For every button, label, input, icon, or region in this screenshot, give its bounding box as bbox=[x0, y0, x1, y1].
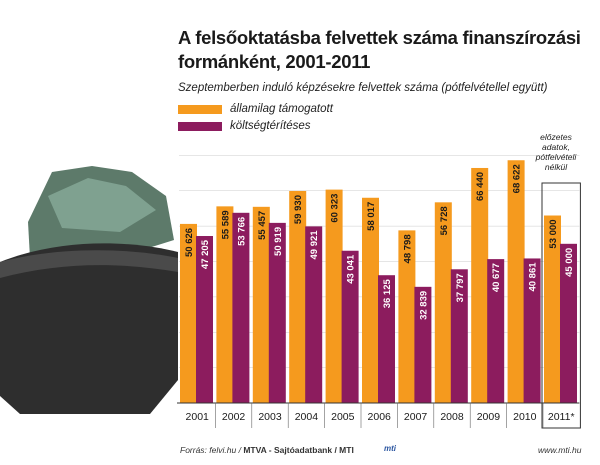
bar-state-funded bbox=[180, 223, 197, 403]
value-label: 40 861 bbox=[528, 262, 539, 292]
source-bold: MTVA - Sajtóadatbank / MTI bbox=[243, 445, 354, 455]
x-tick-label: 2008 bbox=[440, 411, 464, 423]
bar-state-funded bbox=[507, 160, 525, 403]
bar-state-funded bbox=[471, 167, 489, 403]
value-label: 48 798 bbox=[402, 234, 413, 263]
bar-state-funded bbox=[362, 197, 379, 403]
value-label: 50 626 bbox=[184, 228, 195, 257]
bar-self-funded bbox=[523, 258, 541, 403]
x-axis: 2001 2002 2003 2004 2005 2006 2007 2008 2009 2010… bbox=[177, 402, 580, 428]
value-label: 45 000 bbox=[564, 248, 575, 277]
value-label: 55 457 bbox=[257, 211, 268, 240]
bar-self-funded bbox=[341, 250, 359, 403]
x-tick-label: 2001 bbox=[186, 411, 210, 423]
x-tick-label: 2004 bbox=[295, 411, 319, 423]
mti-logo: mti bbox=[384, 444, 396, 453]
value-label: 37 797 bbox=[455, 273, 466, 302]
bar-self-funded bbox=[450, 269, 468, 403]
chart-subtitle: Szeptemberben induló képzésekre felvette… bbox=[178, 82, 548, 94]
value-label: 66 440 bbox=[475, 172, 486, 201]
bars bbox=[180, 160, 581, 429]
bar-state-funded bbox=[216, 206, 234, 403]
value-label: 60 323 bbox=[330, 194, 341, 223]
legend-label-self-funded: költségtérítéses bbox=[230, 120, 311, 132]
value-label: 50 919 bbox=[273, 227, 284, 256]
value-label: 49 921 bbox=[309, 230, 320, 260]
bar-state-funded bbox=[289, 190, 307, 403]
footer-url: www.mti.hu bbox=[538, 445, 582, 455]
bar-state-funded bbox=[325, 189, 343, 403]
bar-state-funded bbox=[398, 230, 416, 403]
x-tick-label: 2011* bbox=[548, 411, 575, 423]
value-label: 55 589 bbox=[220, 210, 231, 239]
value-label: 59 930 bbox=[293, 195, 304, 224]
highlight-frame bbox=[541, 182, 581, 429]
wallet-illustration bbox=[0, 166, 178, 414]
x-tick-label: 2005 bbox=[331, 411, 355, 423]
wallet-rim bbox=[0, 250, 178, 278]
value-label: 53 000 bbox=[548, 220, 559, 249]
wallet-body bbox=[0, 243, 178, 414]
bar-state-funded bbox=[544, 215, 561, 403]
legend-swatch-state-funded bbox=[178, 105, 222, 114]
banknotes-highlight bbox=[48, 178, 156, 232]
legend-label-state-funded: államilag támogatott bbox=[230, 103, 333, 115]
x-tick-label: 2007 bbox=[404, 411, 428, 423]
bar-self-funded bbox=[378, 275, 395, 403]
x-tick-label: 2010 bbox=[513, 411, 537, 423]
preliminary-note: előzetes adatok, pótfelvételi nélkül bbox=[535, 132, 577, 172]
source-prefix: Forrás: felvi.hu / bbox=[180, 445, 244, 455]
chart-title: A felsőoktatásba felvettek száma finansz… bbox=[178, 27, 581, 72]
bar-self-funded bbox=[560, 243, 577, 403]
bar-state-funded bbox=[252, 206, 270, 403]
bar-self-funded bbox=[414, 286, 432, 403]
value-label: 32 839 bbox=[418, 291, 429, 320]
value-label: 47 205 bbox=[200, 239, 211, 269]
value-label: 56 728 bbox=[439, 206, 450, 235]
bar-self-funded bbox=[232, 212, 250, 403]
value-label: 53 766 bbox=[236, 217, 247, 246]
value-label: 40 677 bbox=[491, 263, 502, 292]
bar-self-funded bbox=[305, 226, 323, 403]
x-tick-label: 2002 bbox=[222, 411, 246, 423]
value-labels: 50 626 47 205 55 589 53 766 55 457 50 919 59 9… bbox=[184, 164, 575, 320]
bar-state-funded bbox=[434, 202, 452, 403]
bar-self-funded bbox=[196, 236, 213, 403]
legend-swatch-self-funded bbox=[178, 122, 222, 131]
bar-self-funded bbox=[487, 259, 505, 403]
value-label: 68 622 bbox=[512, 164, 523, 193]
value-label: 58 017 bbox=[366, 202, 377, 231]
bar-self-funded bbox=[268, 222, 286, 403]
value-label: 43 041 bbox=[346, 254, 357, 284]
x-tick-label: 2006 bbox=[368, 411, 392, 423]
x-tick-label: 2003 bbox=[258, 411, 282, 423]
x-tick-label: 2009 bbox=[477, 411, 501, 423]
value-label: 36 125 bbox=[382, 278, 393, 308]
source-credit: Forrás: felvi.hu / MTVA - Sajtóadatbank … bbox=[180, 445, 354, 455]
